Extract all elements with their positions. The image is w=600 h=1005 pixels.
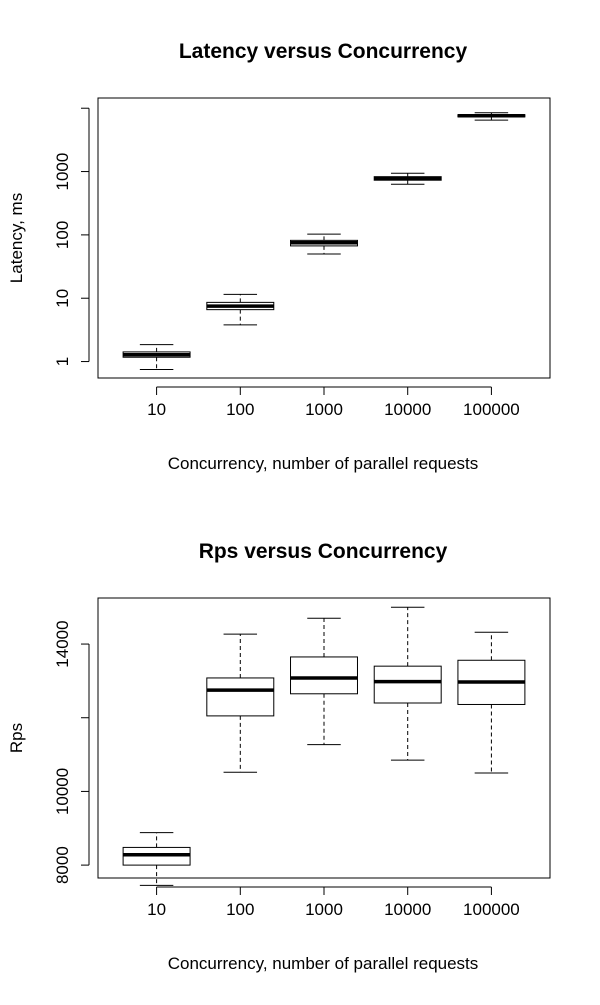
latency-plot-frame [97,97,551,379]
rps-box [290,656,358,695]
latency-y-axis-label: Latency, ms [7,193,26,283]
latency-y-tick-label: 1 [53,357,72,366]
rps-plot-frame [97,597,551,879]
rps-x-tick-label: 10000 [384,900,431,919]
latency-x-tick-label: 100 [226,400,254,419]
rps-chart-title: Rps versus Concurrency [199,540,448,563]
rps-x-axis-label: Concurrency, number of parallel requests [168,954,479,973]
rps-x-tick-label: 100 [226,900,254,919]
latency-marks: 1 10 100 1000 10 100 1000 10000 100000 [53,107,526,419]
rps-box [373,665,442,704]
rps-y-tick-label: 8000 [53,846,72,884]
latency-x-tick-label: 1000 [305,400,343,419]
rps-y-tick-label: 14000 [53,620,72,667]
latency-x-axis-label: Concurrency, number of parallel requests [168,454,479,473]
latency-chart: Latency versus Concurrency Concurrency, … [7,40,551,473]
latency-y-tick-label: 1000 [53,153,72,191]
rps-y-axis-label: Rps [7,723,26,753]
latency-x-tick-label: 100000 [463,400,520,419]
latency-x-tick-label: 10 [147,400,166,419]
rps-chart: Rps versus Concurrency Concurrency, numb… [7,540,551,973]
rps-x-tick-label: 10 [147,900,166,919]
latency-y-tick-label: 10 [53,289,72,308]
latency-chart-title: Latency versus Concurrency [179,40,468,63]
rps-y-tick-label: 10000 [53,768,72,815]
rps-x-tick-label: 100000 [463,900,520,919]
rps-box [206,677,275,717]
rps-x-tick-label: 1000 [305,900,343,919]
rps-marks: 8000 10000 14000 10 100 1000 10000 100000 [53,606,526,919]
latency-y-tick-label: 100 [53,221,72,249]
latency-x-tick-label: 10000 [384,400,431,419]
